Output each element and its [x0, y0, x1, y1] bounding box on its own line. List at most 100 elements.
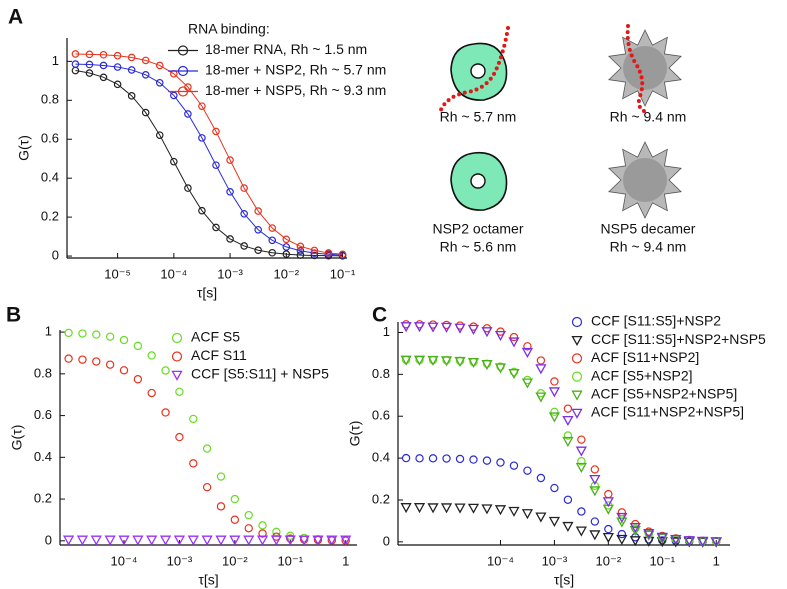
marker: [105, 360, 115, 369]
marker: [170, 91, 178, 100]
marker: [563, 431, 573, 440]
marker: [508, 506, 520, 517]
y-tick-label: 0.4: [41, 170, 59, 185]
marker: [454, 503, 466, 514]
marker: [413, 355, 426, 366]
marker: [71, 50, 80, 58]
marker: [427, 503, 439, 514]
marker: [170, 157, 178, 166]
marker: [282, 250, 291, 258]
marker: [550, 377, 559, 386]
marker: [212, 161, 220, 169]
legend-label: ACF [S5+NSP2+NSP5]: [591, 386, 737, 402]
marker: [254, 225, 262, 234]
marker: [415, 454, 424, 463]
marker: [198, 134, 206, 142]
marker: [226, 235, 234, 243]
diagram-label: NSP2 octamer: [432, 221, 523, 237]
marker: [99, 50, 108, 59]
marker: [127, 92, 136, 100]
marker: [536, 356, 546, 365]
marker: [548, 387, 561, 398]
marker: [62, 535, 75, 546]
marker: [521, 347, 534, 358]
marker: [113, 51, 122, 60]
marker: [481, 504, 493, 515]
marker: [146, 535, 158, 546]
marker: [340, 535, 352, 546]
marker: [590, 481, 600, 490]
marker: [629, 522, 641, 534]
y-axis-label: G(τ): [9, 425, 25, 451]
diagram: Rh ~ 5.7 nm Rh ~ 9.4 nm NSP2 octamer Rh …: [432, 24, 696, 255]
marker: [602, 497, 614, 508]
x-tick-label: 10⁻¹: [277, 553, 303, 568]
x-tick-label: 10⁻²: [222, 553, 248, 568]
x-tick-label: 10⁻⁴: [111, 553, 138, 568]
marker: [296, 242, 305, 251]
marker: [85, 50, 94, 59]
marker: [589, 486, 601, 497]
marker: [310, 251, 319, 260]
marker: [683, 536, 695, 547]
marker: [141, 56, 150, 65]
marker: [258, 529, 267, 538]
y-tick-label: 0: [52, 247, 59, 262]
marker: [494, 505, 507, 516]
legend-label: ACF [S11+NSP2+NSP5]: [591, 404, 744, 420]
marker: [508, 337, 520, 348]
x-axis-label: τ[s]: [554, 572, 574, 588]
marker: [563, 495, 573, 504]
marker: [508, 369, 520, 380]
marker: [617, 508, 627, 517]
x-tick-label: 10⁻³: [542, 553, 568, 568]
y-tick-label: 0.4: [34, 449, 52, 464]
legend-marker: [571, 371, 583, 382]
marker: [401, 453, 411, 463]
legend-marker: [171, 351, 183, 362]
marker: [268, 248, 277, 257]
marker: [400, 355, 412, 366]
marker: [616, 534, 628, 545]
marker: [147, 388, 156, 398]
marker: [563, 404, 573, 413]
marker: [482, 456, 492, 465]
marker: [656, 537, 668, 548]
x-tick-label: 10⁻⁴: [160, 266, 187, 281]
marker: [99, 61, 108, 70]
marker: [467, 503, 480, 514]
marker: [562, 436, 574, 447]
x-tick-label: 10⁻²: [273, 266, 299, 281]
marker: [629, 525, 641, 536]
nsp2-pore: [470, 63, 486, 79]
marker: [428, 454, 438, 463]
marker: [132, 535, 144, 546]
marker: [575, 462, 587, 473]
x-tick-label: 10⁻⁵: [104, 266, 131, 281]
x-tick-label: 10⁻¹: [330, 266, 356, 281]
marker: [454, 356, 466, 367]
y-tick-label: 1: [45, 324, 52, 339]
marker: [113, 80, 122, 89]
marker: [78, 355, 87, 364]
marker: [212, 127, 220, 136]
x-axis-label: τ[s]: [197, 285, 217, 301]
marker: [133, 375, 143, 384]
legend-label: CCF [S11:S5]+NSP2+NSP5: [591, 331, 766, 347]
series-line: [75, 70, 343, 257]
marker: [187, 535, 199, 546]
marker: [240, 242, 248, 250]
marker: [243, 535, 255, 546]
nsp5-core: [623, 46, 667, 90]
marker: [240, 184, 248, 192]
marker: [454, 323, 466, 334]
marker: [113, 63, 122, 71]
marker: [184, 184, 192, 192]
marker: [400, 322, 412, 333]
legend-label: 18-mer + NSP2, Rh ~ 5.7 nm: [205, 62, 386, 78]
marker: [268, 236, 277, 245]
panel-label: B: [6, 304, 21, 327]
marker: [189, 459, 198, 468]
legend-label: CCF [S11:S5]+NSP2: [591, 313, 721, 329]
marker: [71, 60, 80, 68]
